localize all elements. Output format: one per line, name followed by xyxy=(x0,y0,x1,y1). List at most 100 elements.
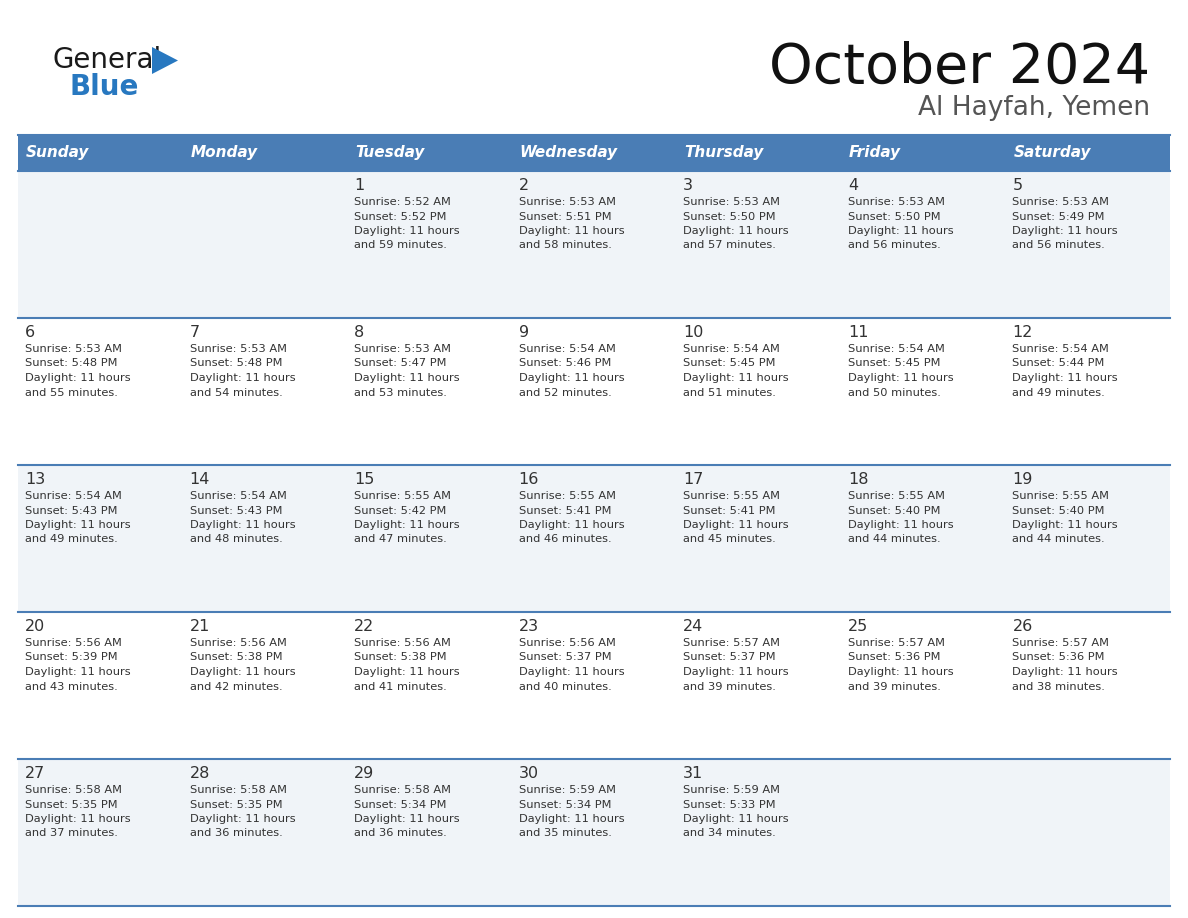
Text: and 35 minutes.: and 35 minutes. xyxy=(519,829,612,838)
Text: Sunset: 5:52 PM: Sunset: 5:52 PM xyxy=(354,211,447,221)
Text: Sunset: 5:48 PM: Sunset: 5:48 PM xyxy=(25,359,118,368)
Text: 14: 14 xyxy=(190,472,210,487)
Text: Sunrise: 5:53 AM: Sunrise: 5:53 AM xyxy=(1012,197,1110,207)
Text: Sunset: 5:39 PM: Sunset: 5:39 PM xyxy=(25,653,118,663)
Text: October 2024: October 2024 xyxy=(769,41,1150,95)
Text: Sunrise: 5:54 AM: Sunrise: 5:54 AM xyxy=(683,344,781,354)
Text: Sunset: 5:43 PM: Sunset: 5:43 PM xyxy=(190,506,282,516)
Text: Daylight: 11 hours: Daylight: 11 hours xyxy=(354,520,460,530)
Text: 31: 31 xyxy=(683,766,703,781)
Text: 12: 12 xyxy=(1012,325,1032,340)
Text: Sunset: 5:36 PM: Sunset: 5:36 PM xyxy=(848,653,941,663)
Text: Daylight: 11 hours: Daylight: 11 hours xyxy=(519,814,625,824)
Text: and 54 minutes.: and 54 minutes. xyxy=(190,387,283,397)
Text: 3: 3 xyxy=(683,178,694,193)
Text: 20: 20 xyxy=(25,619,45,634)
Text: Daylight: 11 hours: Daylight: 11 hours xyxy=(25,814,131,824)
Text: Sunset: 5:38 PM: Sunset: 5:38 PM xyxy=(190,653,283,663)
Text: and 34 minutes.: and 34 minutes. xyxy=(683,829,776,838)
Text: and 38 minutes.: and 38 minutes. xyxy=(1012,681,1105,691)
Text: Sunset: 5:50 PM: Sunset: 5:50 PM xyxy=(848,211,941,221)
Text: 18: 18 xyxy=(848,472,868,487)
Text: 9: 9 xyxy=(519,325,529,340)
Text: Sunset: 5:50 PM: Sunset: 5:50 PM xyxy=(683,211,776,221)
Text: 8: 8 xyxy=(354,325,365,340)
Text: Daylight: 11 hours: Daylight: 11 hours xyxy=(519,667,625,677)
Text: 2: 2 xyxy=(519,178,529,193)
Text: and 39 minutes.: and 39 minutes. xyxy=(848,681,941,691)
Text: Daylight: 11 hours: Daylight: 11 hours xyxy=(848,520,954,530)
Text: Daylight: 11 hours: Daylight: 11 hours xyxy=(683,520,789,530)
Text: and 52 minutes.: and 52 minutes. xyxy=(519,387,612,397)
Text: 29: 29 xyxy=(354,766,374,781)
Text: Sunrise: 5:53 AM: Sunrise: 5:53 AM xyxy=(25,344,122,354)
Text: Sunset: 5:36 PM: Sunset: 5:36 PM xyxy=(1012,653,1105,663)
Text: 19: 19 xyxy=(1012,472,1032,487)
Text: Saturday: Saturday xyxy=(1013,145,1091,161)
Text: Sunset: 5:45 PM: Sunset: 5:45 PM xyxy=(848,359,941,368)
Bar xyxy=(18,171,1170,318)
Text: and 36 minutes.: and 36 minutes. xyxy=(354,829,447,838)
Text: Thursday: Thursday xyxy=(684,145,764,161)
Text: Wednesday: Wednesday xyxy=(519,145,618,161)
Text: Sunrise: 5:53 AM: Sunrise: 5:53 AM xyxy=(848,197,944,207)
Text: Sunrise: 5:56 AM: Sunrise: 5:56 AM xyxy=(354,638,451,648)
Text: Daylight: 11 hours: Daylight: 11 hours xyxy=(683,667,789,677)
Text: Daylight: 11 hours: Daylight: 11 hours xyxy=(683,373,789,383)
Text: 6: 6 xyxy=(25,325,36,340)
Text: and 43 minutes.: and 43 minutes. xyxy=(25,681,118,691)
Text: Sunrise: 5:54 AM: Sunrise: 5:54 AM xyxy=(1012,344,1110,354)
Text: Daylight: 11 hours: Daylight: 11 hours xyxy=(519,226,625,236)
Text: Sunset: 5:48 PM: Sunset: 5:48 PM xyxy=(190,359,282,368)
Text: Sunrise: 5:54 AM: Sunrise: 5:54 AM xyxy=(190,491,286,501)
Text: 10: 10 xyxy=(683,325,703,340)
Text: Daylight: 11 hours: Daylight: 11 hours xyxy=(354,226,460,236)
Text: 26: 26 xyxy=(1012,619,1032,634)
Text: Daylight: 11 hours: Daylight: 11 hours xyxy=(354,373,460,383)
Text: and 51 minutes.: and 51 minutes. xyxy=(683,387,776,397)
Text: 4: 4 xyxy=(848,178,858,193)
Text: Sunrise: 5:53 AM: Sunrise: 5:53 AM xyxy=(519,197,615,207)
Text: Sunrise: 5:55 AM: Sunrise: 5:55 AM xyxy=(683,491,781,501)
Text: and 55 minutes.: and 55 minutes. xyxy=(25,387,118,397)
Text: Sunset: 5:38 PM: Sunset: 5:38 PM xyxy=(354,653,447,663)
Text: Blue: Blue xyxy=(70,73,139,101)
Text: Sunset: 5:40 PM: Sunset: 5:40 PM xyxy=(848,506,941,516)
Text: Sunrise: 5:55 AM: Sunrise: 5:55 AM xyxy=(519,491,615,501)
Text: and 49 minutes.: and 49 minutes. xyxy=(25,534,118,544)
Text: Sunset: 5:34 PM: Sunset: 5:34 PM xyxy=(354,800,447,810)
Text: 13: 13 xyxy=(25,472,45,487)
Text: Daylight: 11 hours: Daylight: 11 hours xyxy=(683,226,789,236)
Bar xyxy=(18,135,1170,171)
Text: Sunrise: 5:54 AM: Sunrise: 5:54 AM xyxy=(25,491,122,501)
Text: Sunrise: 5:55 AM: Sunrise: 5:55 AM xyxy=(354,491,451,501)
Text: Sunday: Sunday xyxy=(26,145,89,161)
Text: Sunset: 5:37 PM: Sunset: 5:37 PM xyxy=(683,653,776,663)
Text: 21: 21 xyxy=(190,619,210,634)
Text: 22: 22 xyxy=(354,619,374,634)
Text: Sunset: 5:35 PM: Sunset: 5:35 PM xyxy=(25,800,118,810)
Text: and 40 minutes.: and 40 minutes. xyxy=(519,681,612,691)
Text: 28: 28 xyxy=(190,766,210,781)
Text: Sunset: 5:45 PM: Sunset: 5:45 PM xyxy=(683,359,776,368)
Text: Sunset: 5:42 PM: Sunset: 5:42 PM xyxy=(354,506,447,516)
Text: Sunrise: 5:56 AM: Sunrise: 5:56 AM xyxy=(25,638,122,648)
Text: Sunrise: 5:59 AM: Sunrise: 5:59 AM xyxy=(519,785,615,795)
Polygon shape xyxy=(152,47,178,74)
Text: Daylight: 11 hours: Daylight: 11 hours xyxy=(190,814,295,824)
Text: and 53 minutes.: and 53 minutes. xyxy=(354,387,447,397)
Text: and 49 minutes.: and 49 minutes. xyxy=(1012,387,1105,397)
Text: Daylight: 11 hours: Daylight: 11 hours xyxy=(25,373,131,383)
Text: and 58 minutes.: and 58 minutes. xyxy=(519,241,612,251)
Text: and 41 minutes.: and 41 minutes. xyxy=(354,681,447,691)
Text: Sunset: 5:33 PM: Sunset: 5:33 PM xyxy=(683,800,776,810)
Text: Daylight: 11 hours: Daylight: 11 hours xyxy=(848,226,954,236)
Text: Sunrise: 5:57 AM: Sunrise: 5:57 AM xyxy=(848,638,944,648)
Text: and 50 minutes.: and 50 minutes. xyxy=(848,387,941,397)
Text: Tuesday: Tuesday xyxy=(355,145,424,161)
Text: and 37 minutes.: and 37 minutes. xyxy=(25,829,118,838)
Text: Daylight: 11 hours: Daylight: 11 hours xyxy=(519,520,625,530)
Text: Sunrise: 5:56 AM: Sunrise: 5:56 AM xyxy=(190,638,286,648)
Text: Sunset: 5:44 PM: Sunset: 5:44 PM xyxy=(1012,359,1105,368)
Text: Sunset: 5:43 PM: Sunset: 5:43 PM xyxy=(25,506,118,516)
